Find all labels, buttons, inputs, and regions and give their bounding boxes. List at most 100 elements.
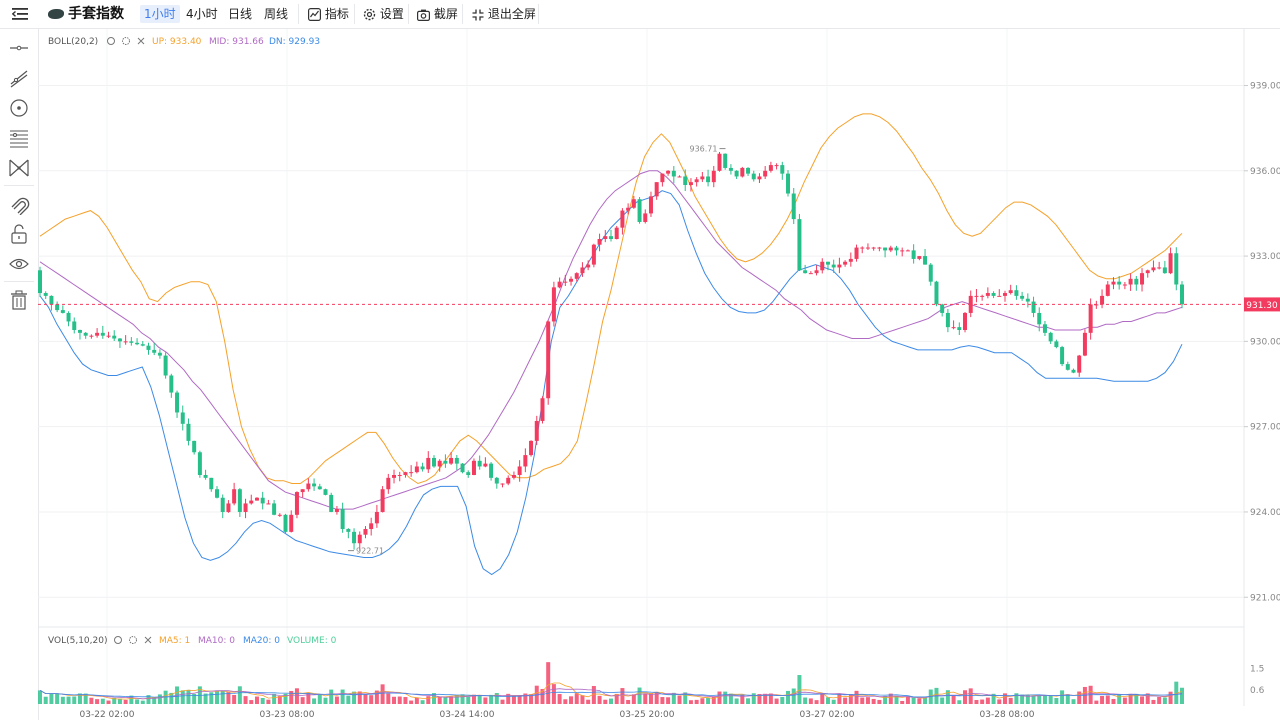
indicator-close-icon[interactable] — [137, 37, 145, 45]
volume-bar — [694, 699, 699, 704]
menu-collapse-icon[interactable] — [12, 7, 28, 21]
volume-bar — [894, 695, 899, 704]
interval-daily[interactable]: 日线 — [228, 7, 253, 21]
volume-bar — [163, 690, 168, 704]
volume-bar — [146, 695, 151, 704]
candle-body — [55, 304, 60, 311]
candle-body — [283, 514, 288, 532]
candle-body — [1071, 369, 1076, 373]
volume-bar — [272, 693, 277, 704]
candle-body — [620, 210, 625, 228]
volume-bar — [226, 692, 231, 704]
candle-body — [768, 165, 773, 171]
settings-button[interactable]: 设置 — [363, 0, 404, 28]
candle-body — [83, 332, 88, 336]
eye-icon[interactable] — [8, 253, 30, 275]
screenshot-button[interactable]: 截屏 — [417, 0, 458, 28]
price-tick-label: 936.00 — [1250, 167, 1280, 177]
volume-bar — [529, 694, 534, 704]
candle-body — [272, 503, 277, 515]
interval-weekly[interactable]: 周线 — [264, 7, 289, 21]
fibonacci-lines-icon[interactable] — [8, 127, 30, 149]
trash-icon[interactable] — [8, 289, 30, 311]
candle-body — [894, 247, 899, 251]
candle-body — [1042, 324, 1047, 333]
circle-point-icon[interactable] — [8, 97, 30, 119]
candle-body — [420, 466, 425, 470]
candle-body — [603, 236, 608, 240]
trend-line-icon[interactable] — [8, 67, 30, 89]
volume-bar — [711, 696, 716, 704]
candle-body — [1140, 273, 1145, 285]
candle-body — [666, 170, 671, 174]
candle-body — [1134, 278, 1139, 285]
candle-body — [917, 256, 922, 259]
candle-body — [1025, 298, 1030, 302]
volume-bar — [763, 693, 768, 704]
volume-bar — [312, 698, 317, 704]
volume-bar — [1077, 691, 1082, 704]
price-tick-label: 933.00 — [1250, 252, 1280, 262]
candle-body — [848, 258, 853, 262]
volume-bar — [135, 699, 140, 704]
volume-bar — [791, 688, 796, 704]
candle-body — [563, 281, 568, 283]
horizontal-line-icon[interactable] — [8, 37, 30, 59]
candle-body — [928, 264, 933, 282]
candle-body — [820, 261, 825, 271]
eye-toggle-icon[interactable] — [114, 636, 122, 644]
volume-bar — [900, 700, 905, 704]
time-tick-label: 03-25 20:00 — [620, 710, 675, 720]
exit-fullscreen-button[interactable]: 退出全屏 — [472, 0, 536, 28]
lock-icon[interactable] — [8, 223, 30, 245]
indicator-settings-icon[interactable] — [122, 37, 130, 45]
candle-body — [980, 295, 985, 297]
price-axis: 939.00 936.00 933.00 930.00 927.00 924.00 921.… — [1244, 81, 1280, 603]
candle-body — [831, 264, 836, 268]
volume-bar — [306, 692, 311, 704]
volume-bar — [175, 686, 180, 704]
indicators-button[interactable]: 指标 — [308, 0, 349, 28]
volume-bar — [420, 700, 425, 704]
volume-bar — [449, 696, 454, 704]
candle-body — [637, 199, 642, 222]
candle-body — [386, 477, 391, 490]
candle-body — [1151, 267, 1156, 271]
indicator-settings-icon[interactable] — [129, 636, 137, 644]
volume-bar — [700, 698, 705, 704]
candle-body — [169, 375, 174, 393]
volume-bar — [843, 697, 848, 704]
interval-4h[interactable]: 4小时 — [186, 7, 218, 21]
volume-bar — [471, 694, 476, 704]
boll-up-value: UP: 933.40 — [152, 37, 202, 47]
candle-body — [237, 489, 242, 512]
volume-bar — [660, 697, 665, 704]
volume-bar — [786, 690, 791, 704]
eye-toggle-icon[interactable] — [107, 37, 115, 45]
candle-body — [43, 293, 48, 296]
interval-1h[interactable]: 1小时 — [140, 5, 180, 23]
candle-body — [711, 170, 716, 183]
volume-bar — [431, 693, 436, 704]
candle-body — [243, 503, 248, 512]
candle-body — [294, 492, 299, 515]
candle-body — [306, 483, 311, 490]
candle-body — [557, 281, 562, 288]
pattern-icon[interactable] — [8, 157, 30, 179]
volume-bar — [66, 696, 71, 704]
volume-bar — [511, 695, 516, 704]
volume-bar — [551, 684, 556, 704]
boll-mid-value: MID: 931.66 — [209, 37, 264, 47]
magnet-icon[interactable] — [8, 193, 30, 215]
volume-bar — [157, 694, 162, 704]
vol-ma10-value: MA10: 0 — [198, 636, 235, 646]
candle-body — [72, 321, 77, 330]
candle-body — [106, 335, 111, 337]
candle-body — [1060, 347, 1065, 365]
volume-bar — [60, 696, 65, 704]
volume-bar — [43, 696, 48, 704]
volume-bar — [957, 700, 962, 704]
indicator-close-icon[interactable] — [144, 636, 152, 644]
volume-bar — [77, 693, 82, 704]
candle-body — [905, 250, 910, 252]
